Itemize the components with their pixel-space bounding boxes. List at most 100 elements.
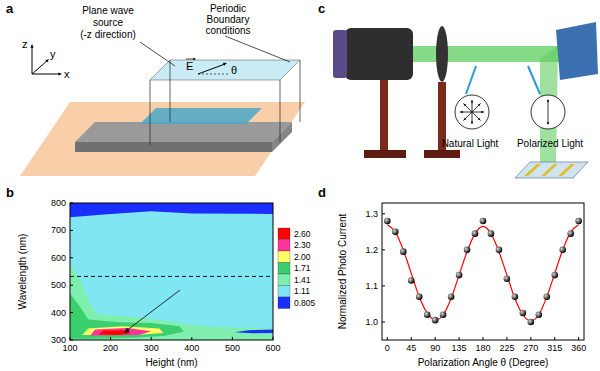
arrow-head xyxy=(471,121,473,124)
data-point xyxy=(488,230,495,237)
vector-bar xyxy=(186,59,195,60)
colorbar-box xyxy=(278,263,290,275)
polarization-arrow xyxy=(464,104,481,121)
y-tick xyxy=(70,257,73,258)
panel-letter: c xyxy=(318,1,325,16)
arrow-head xyxy=(460,111,463,113)
x-axis-title: Polarization Angle θ (Degree) xyxy=(418,357,549,368)
data-point xyxy=(472,230,479,237)
y-tick-label: 300 xyxy=(51,335,66,345)
colorbar-label: 1.41 xyxy=(294,275,311,285)
x-axis-title: Height (nm) xyxy=(145,357,197,368)
bar-front xyxy=(75,142,272,152)
plot-frame xyxy=(70,203,273,340)
data-point xyxy=(536,311,543,318)
source-plane xyxy=(150,60,300,80)
y-tick xyxy=(70,203,73,204)
colorbar-label: 1.11 xyxy=(294,286,310,296)
data-point xyxy=(520,310,527,317)
x-tick-label: 270 xyxy=(523,343,538,353)
data-point xyxy=(400,248,407,255)
boundary-line xyxy=(150,80,151,145)
x-tick xyxy=(459,337,460,340)
data-point xyxy=(496,247,503,254)
label: Periodic xyxy=(210,3,246,14)
base xyxy=(364,150,406,158)
x-tick xyxy=(273,337,274,340)
data-point xyxy=(384,218,391,225)
data-point xyxy=(440,311,447,318)
panel-letter: a xyxy=(6,1,14,16)
panel-letter: b xyxy=(6,185,14,200)
x-tick xyxy=(387,337,388,340)
reference-line xyxy=(198,74,230,75)
x-tick-label: 360 xyxy=(571,343,586,353)
natural-light-icon xyxy=(455,95,489,129)
data-point xyxy=(528,319,535,326)
x-tick xyxy=(151,337,152,340)
figure: abcdzyxEθPlane wavesource(-z direction)P… xyxy=(0,0,600,371)
y-tick xyxy=(382,213,385,214)
panel-c: Natural LightPolarized Light xyxy=(333,22,598,178)
arrow-head xyxy=(478,118,481,121)
x-tick-label: 200 xyxy=(103,343,118,353)
lamp-end xyxy=(333,30,347,78)
y-tick-label: 800 xyxy=(51,198,66,208)
contour-region xyxy=(82,326,163,335)
y-tick-label: 700 xyxy=(51,225,66,235)
y-tick-label: 1.3 xyxy=(365,209,378,219)
x-tick xyxy=(110,337,111,340)
contour-region xyxy=(234,330,273,334)
mirror xyxy=(556,22,598,80)
colorbar-label: 2.30 xyxy=(294,240,311,250)
contour-plot xyxy=(70,203,273,340)
data-point xyxy=(551,272,558,279)
arrow-head xyxy=(464,118,467,121)
axis-y xyxy=(32,60,48,74)
colorbar-label: 2.00 xyxy=(294,252,311,262)
arrow-head xyxy=(45,59,49,63)
colorbar-label: 1.71 xyxy=(294,263,311,273)
data-point xyxy=(408,277,415,284)
electrode xyxy=(524,164,541,176)
y-tick-label: 1.0 xyxy=(365,317,378,327)
x-tick xyxy=(232,337,233,340)
data-point xyxy=(480,218,487,225)
arrow-head xyxy=(547,122,549,125)
substrate xyxy=(20,102,305,176)
y-tick-label: 1.1 xyxy=(365,281,378,291)
pointer xyxy=(140,42,175,66)
line-plot xyxy=(384,218,582,326)
x-tick-label: 400 xyxy=(184,343,199,353)
data-point xyxy=(543,293,550,300)
label: x xyxy=(64,68,70,80)
label: Plane wave xyxy=(82,5,134,16)
data-point xyxy=(464,247,471,254)
data-point xyxy=(456,272,463,279)
data-point xyxy=(416,293,423,300)
colorbar-label: 2.60 xyxy=(294,229,311,239)
data-point xyxy=(432,317,439,324)
pointer xyxy=(225,36,290,62)
x-tick-label: 90 xyxy=(430,343,440,353)
data-point xyxy=(567,230,574,237)
arrow-head xyxy=(223,63,227,66)
axis-z xyxy=(32,46,33,74)
x-tick-label: 45 xyxy=(406,343,416,353)
post xyxy=(380,80,388,150)
x-tick-label: 300 xyxy=(144,343,159,353)
data-point xyxy=(575,218,582,225)
polarization-arrow xyxy=(548,100,549,124)
y-tick xyxy=(70,285,73,286)
label: conditions xyxy=(205,25,250,36)
x-tick-label: 0 xyxy=(385,343,390,353)
pointer xyxy=(466,66,476,94)
panel-letter: d xyxy=(318,185,326,200)
bar-top xyxy=(75,122,292,142)
data-point xyxy=(504,275,511,282)
x-tick-label: 180 xyxy=(475,343,490,353)
beam xyxy=(413,46,560,62)
contour-region xyxy=(70,263,273,340)
field-vector xyxy=(198,64,225,74)
arrow-head xyxy=(471,100,473,103)
